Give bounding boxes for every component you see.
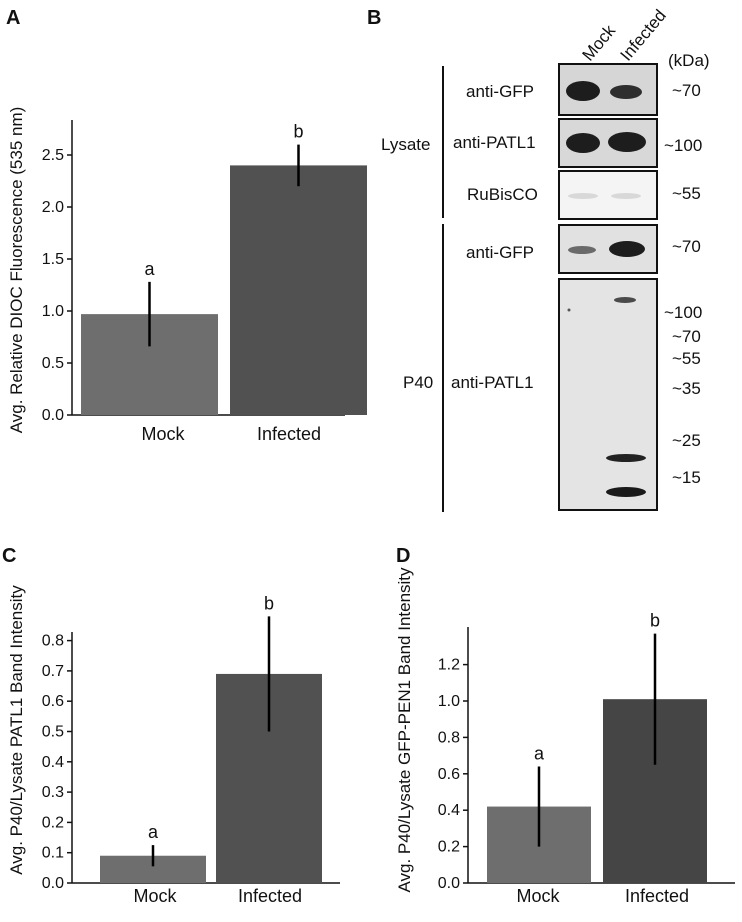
blot-lane-header-infected: Infected	[617, 6, 670, 65]
band-p40-gfp-infected	[609, 241, 645, 257]
band-rubisco-mock	[568, 193, 598, 199]
y-tick-label: 0.8	[42, 633, 64, 650]
y-tick-label: 0.1	[42, 845, 64, 862]
blot-row-label-lysate-anti-gfp: anti-GFP	[466, 82, 534, 101]
panel-a-y-axis-title: Avg. Relative DIOC Fluorescence (535 nm)	[7, 107, 26, 434]
blot-speck	[567, 308, 571, 312]
panel-b: B Mock Infected (kDa) Lysate P40 anti-GF…	[367, 6, 710, 512]
significance-label-infected: b	[650, 611, 660, 631]
panel-c-x-label-mock: Mock	[133, 886, 177, 906]
blot-marker-lysate-gfp: ~70	[672, 81, 701, 100]
y-tick-label: 0.2	[438, 839, 460, 856]
band-lysate-gfp-mock	[566, 81, 600, 101]
panel-d-letter: D	[396, 545, 410, 567]
y-tick-label: 0.4	[438, 802, 460, 819]
y-tick-label: 0.5	[42, 355, 64, 372]
y-tick-label: 1.0	[438, 693, 460, 710]
panel-c-letter: C	[2, 545, 16, 567]
y-tick-label: 0.0	[42, 875, 64, 892]
panel-d: D 0.00.20.40.60.81.01.2 ab Mock Infected…	[395, 545, 735, 906]
blot-group-p40: P40	[403, 373, 433, 392]
blot-marker-p40-100: ~100	[664, 303, 702, 322]
panel-a: A 0.00.51.01.52.02.5 ab Mock Infected Av…	[6, 7, 367, 444]
panel-d-x-label-infected: Infected	[625, 886, 689, 906]
blot-marker-p40-35: ~35	[672, 379, 701, 398]
blot-row-label-lysate-anti-patl1: anti-PATL1	[453, 133, 536, 152]
blot-p40-anti-patl1	[558, 278, 658, 511]
blot-marker-p40-gfp: ~70	[672, 237, 701, 256]
y-tick-label: 0.0	[438, 875, 460, 892]
panel-c-x-label-infected: Infected	[238, 886, 302, 906]
panel-a-x-label-infected: Infected	[257, 424, 321, 444]
band-p40-patl1-infected-12	[606, 487, 646, 497]
y-tick-label: 0.4	[42, 754, 64, 771]
y-tick-label: 0.2	[42, 814, 64, 831]
blot-lane-header-mock: Mock	[579, 21, 620, 65]
blot-row-label-p40-anti-patl1: anti-PATL1	[451, 373, 534, 392]
y-tick-label: 0.0	[42, 407, 64, 424]
blot-row-label-p40-anti-gfp: anti-GFP	[466, 243, 534, 262]
blot-group-lysate: Lysate	[381, 135, 430, 154]
band-lysate-patl1-mock	[566, 133, 600, 153]
y-tick-label: 0.6	[438, 766, 460, 783]
significance-label-infected: b	[293, 122, 303, 142]
panel-d-y-ticks: 0.0 0.2 0.4 0.6 0.8 1.0 1.2	[438, 657, 468, 892]
y-tick-label: 0.7	[42, 663, 64, 680]
band-rubisco-infected	[611, 193, 641, 199]
band-lysate-gfp-infected	[610, 85, 642, 99]
significance-label-infected: b	[264, 593, 274, 613]
panel-a-bars: ab	[81, 122, 367, 415]
blot-marker-lysate-patl1: ~100	[664, 136, 702, 155]
blot-row-label-lysate-rubisco: RuBisCO	[467, 185, 538, 204]
panel-d-bars: ab	[487, 611, 707, 883]
significance-label-mock: a	[148, 822, 159, 842]
panel-b-letter: B	[367, 7, 381, 29]
panel-a-y-ticks: 0.0 0.5 1.0 1.5 2.0 2.5	[42, 147, 72, 424]
band-lysate-patl1-infected	[608, 132, 646, 152]
significance-label-mock: a	[534, 744, 545, 764]
panel-d-y-axis-title: Avg. P40/Lysate GFP-PEN1 Band Intensity	[395, 567, 414, 893]
blot-marker-p40-25: ~25	[672, 431, 701, 450]
significance-label-mock: a	[144, 259, 155, 279]
y-tick-label: 2.0	[42, 199, 64, 216]
band-p40-patl1-infected-20	[606, 454, 646, 462]
blot-marker-lysate-rubisco: ~55	[672, 184, 701, 203]
panel-a-letter: A	[6, 7, 20, 29]
y-tick-label: 1.0	[42, 303, 64, 320]
y-tick-label: 0.3	[42, 784, 64, 801]
blot-marker-p40-70: ~70	[672, 327, 701, 346]
y-tick-label: 2.5	[42, 147, 64, 164]
blot-marker-p40-55: ~55	[672, 349, 701, 368]
y-tick-label: 1.5	[42, 251, 64, 268]
band-p40-patl1-infected-100	[614, 297, 636, 303]
panel-d-x-label-mock: Mock	[516, 886, 560, 906]
panel-c-y-ticks: 0.0 0.1 0.2 0.3 0.4 0.5 0.6 0.7 0.8	[42, 633, 72, 892]
y-tick-label: 1.2	[438, 657, 460, 674]
panel-c-y-axis-title: Avg. P40/Lysate PATL1 Band Intensity	[7, 585, 26, 875]
y-tick-label: 0.6	[42, 693, 64, 710]
panel-c-bars: ab	[100, 593, 322, 883]
panel-c: C 0.00.10.20.30.40.50.60.70.8 ab Mock In…	[2, 545, 340, 906]
bar-infected	[230, 165, 367, 415]
panel-a-x-label-mock: Mock	[141, 424, 185, 444]
y-tick-label: 0.8	[438, 729, 460, 746]
blot-kda-header: (kDa)	[668, 51, 710, 70]
band-p40-gfp-mock	[568, 246, 596, 254]
blot-marker-p40-15: ~15	[672, 468, 701, 487]
y-tick-label: 0.5	[42, 724, 64, 741]
